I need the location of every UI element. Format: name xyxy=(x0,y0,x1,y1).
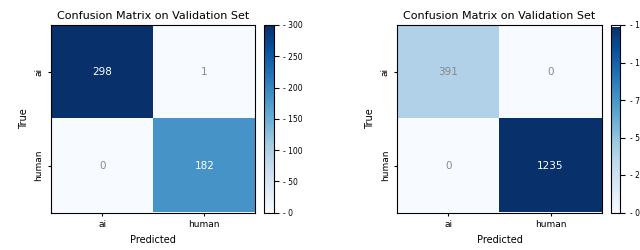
Y-axis label: True: True xyxy=(365,108,375,129)
Text: 1235: 1235 xyxy=(538,161,564,170)
Text: 0: 0 xyxy=(445,161,452,170)
Title: Confusion Matrix on Validation Set: Confusion Matrix on Validation Set xyxy=(57,12,250,22)
Text: 1: 1 xyxy=(201,67,207,77)
Title: Confusion Matrix on Validation Set: Confusion Matrix on Validation Set xyxy=(403,12,596,22)
Text: 0: 0 xyxy=(99,161,106,170)
Text: 298: 298 xyxy=(92,67,112,77)
Text: 391: 391 xyxy=(438,67,458,77)
X-axis label: Predicted: Predicted xyxy=(477,235,522,245)
Y-axis label: True: True xyxy=(19,108,29,129)
X-axis label: Predicted: Predicted xyxy=(131,235,176,245)
Text: 0: 0 xyxy=(547,67,554,77)
Text: 182: 182 xyxy=(195,161,214,170)
